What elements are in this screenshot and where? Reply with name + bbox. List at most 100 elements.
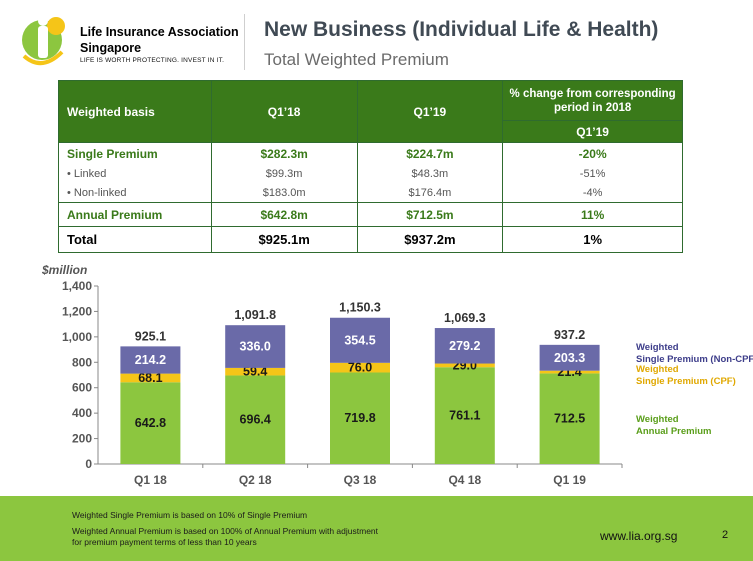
row-q118: $925.1m bbox=[210, 226, 358, 253]
bar-segment bbox=[120, 382, 181, 464]
org-name-line1: Life Insurance Association bbox=[80, 25, 239, 39]
bar-value-label: 696.4 bbox=[240, 413, 271, 427]
x-tick-label: Q4 18 bbox=[448, 473, 481, 487]
row-q119: $176.4m bbox=[356, 183, 504, 203]
bar-value-label: 203.3 bbox=[554, 351, 585, 365]
row-change: -20% bbox=[502, 142, 683, 165]
table-header-change-period: Q1’19 bbox=[502, 120, 683, 143]
row-label: Total bbox=[58, 226, 212, 253]
row-q118: $642.8m bbox=[210, 202, 358, 227]
bar-value-label: 336.0 bbox=[240, 340, 271, 354]
legend-label-line2: Single Premium (CPF) bbox=[636, 376, 736, 387]
bar-segment bbox=[120, 373, 181, 383]
page-number: 2 bbox=[722, 529, 729, 541]
x-tick-label: Q3 18 bbox=[344, 473, 377, 487]
bar-value-label: 719.8 bbox=[344, 411, 375, 425]
row-q118: $99.3m bbox=[210, 164, 358, 184]
table-header-change: % change from corresponding period in 20… bbox=[502, 80, 683, 121]
y-tick-label: 1,400 bbox=[62, 279, 92, 293]
bar-segment bbox=[330, 362, 390, 373]
y-axis-title: $million bbox=[41, 263, 87, 277]
org-block: Life Insurance Association Singapore LIF… bbox=[80, 24, 239, 64]
bar-value-label: 68.1 bbox=[138, 371, 162, 385]
premium-summary-table: Weighted basis Q1’18 Q1’19 % change from… bbox=[58, 80, 683, 253]
lia-logo-icon bbox=[22, 16, 65, 65]
bar-value-label: 642.8 bbox=[135, 416, 166, 430]
bar-segment bbox=[539, 370, 600, 374]
y-tick-label: 1,000 bbox=[62, 330, 92, 344]
row-q118: $282.3m bbox=[210, 142, 358, 165]
table-row: • Non-linked $183.0m $176.4m -4% bbox=[58, 183, 683, 203]
row-q119: $712.5m bbox=[356, 202, 504, 227]
legend-label-line2: Single Premium (Non-CPF) bbox=[636, 354, 753, 365]
bar-value-label: 712.5 bbox=[554, 412, 585, 426]
weighted-premium-chart: $million 0 200 400 600 800 1,000 1,200 1,400 642.… bbox=[41, 263, 753, 487]
y-tick-label: 800 bbox=[72, 355, 92, 369]
bar-segment bbox=[434, 367, 495, 464]
bar-segment bbox=[120, 346, 181, 374]
bar-total-label: 1,091.8 bbox=[234, 308, 276, 322]
row-change: -4% bbox=[502, 183, 683, 203]
row-q119: $224.7m bbox=[356, 142, 504, 165]
row-q119: $937.2m bbox=[356, 226, 504, 253]
row-change: 11% bbox=[502, 202, 683, 227]
table-header-q118: Q1’18 bbox=[210, 80, 358, 143]
row-label: Annual Premium bbox=[58, 202, 212, 227]
row-q118: $183.0m bbox=[210, 183, 358, 203]
bar-segment bbox=[434, 328, 495, 364]
footer-note-1: Weighted Single Premium is based on 10% … bbox=[72, 510, 308, 520]
bar-segment bbox=[539, 373, 600, 464]
legend-label-line1: Weighted bbox=[636, 364, 679, 375]
bar-value-label: 761.1 bbox=[449, 409, 480, 423]
bar-value-label: 214.2 bbox=[135, 353, 166, 367]
row-label: • Linked bbox=[58, 164, 212, 184]
table-row-total: Total $925.1m $937.2m 1% bbox=[58, 226, 683, 253]
bar-segment bbox=[330, 372, 390, 464]
x-tick-label: Q2 18 bbox=[239, 473, 272, 487]
table-row: Single Premium $282.3m $224.7m -20% bbox=[58, 142, 683, 165]
y-tick-label: 200 bbox=[72, 432, 92, 446]
x-tick-label: Q1 18 bbox=[134, 473, 167, 487]
row-change: -51% bbox=[502, 164, 683, 184]
header-divider bbox=[244, 14, 245, 70]
footer-url: www.lia.org.sg bbox=[600, 529, 678, 543]
row-change: 1% bbox=[502, 226, 683, 253]
bar-total-label: 1,150.3 bbox=[339, 301, 381, 315]
bar-segment bbox=[434, 363, 495, 368]
bar-value-label: 354.5 bbox=[344, 333, 375, 347]
legend-label-line1: Weighted bbox=[636, 414, 679, 425]
footer-band: Weighted Single Premium is based on 10% … bbox=[0, 496, 753, 561]
table-row: Annual Premium $642.8m $712.5m 11% bbox=[58, 202, 683, 227]
bar-segment bbox=[225, 375, 286, 464]
bar-total-label: 937.2 bbox=[554, 328, 585, 342]
bar-segment bbox=[225, 325, 286, 368]
bar-total-label: 925.1 bbox=[135, 329, 166, 343]
bar-value-label: 279.2 bbox=[449, 339, 480, 353]
footer-notes: Weighted Single Premium is based on 10% … bbox=[72, 510, 378, 548]
y-tick-label: 600 bbox=[72, 381, 92, 395]
legend-label-line1: Weighted bbox=[636, 342, 679, 353]
row-label: Single Premium bbox=[58, 142, 212, 165]
y-tick-label: 400 bbox=[72, 406, 92, 420]
row-label: • Non-linked bbox=[58, 183, 212, 203]
footer-note-2: Weighted Annual Premium is based on 100%… bbox=[72, 526, 379, 536]
row-q119: $48.3m bbox=[356, 164, 504, 184]
y-tick-label: 0 bbox=[85, 457, 92, 471]
bar-total-label: 1,069.3 bbox=[444, 311, 486, 325]
x-tick-label: Q1 19 bbox=[553, 473, 586, 487]
bar-segment bbox=[225, 367, 286, 376]
org-tagline: LIFE IS WORTH PROTECTING. INVEST IN IT. bbox=[80, 57, 225, 64]
page-title: New Business (Individual Life & Health) bbox=[264, 18, 659, 41]
table-header-basis: Weighted basis bbox=[58, 80, 212, 143]
table-header-q119: Q1’19 bbox=[356, 80, 504, 143]
page-subtitle: Total Weighted Premium bbox=[264, 50, 449, 69]
org-name-line2: Singapore bbox=[80, 41, 142, 55]
bar-value-label: 76.0 bbox=[348, 361, 372, 375]
table-row: • Linked $99.3m $48.3m -51% bbox=[58, 164, 683, 184]
legend-label-line2: Annual Premium bbox=[636, 426, 712, 437]
y-tick-label: 1,200 bbox=[62, 304, 92, 318]
bar-segment bbox=[330, 317, 390, 363]
bar-value-label: 59.4 bbox=[243, 365, 267, 379]
bar-segment bbox=[539, 344, 600, 371]
footer-note-3: for premium payment terms of less than 1… bbox=[72, 537, 257, 547]
